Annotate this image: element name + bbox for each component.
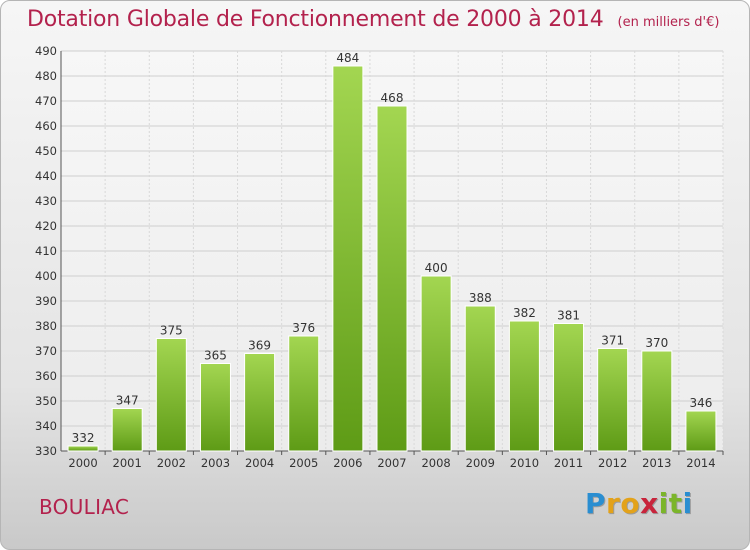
x-tick-label-2012: 2012 <box>598 456 627 470</box>
data-label-2003: 365 <box>204 349 227 363</box>
bar-2010 <box>508 320 540 452</box>
data-label-2004: 369 <box>248 339 271 353</box>
x-tick-label-2014: 2014 <box>686 456 715 470</box>
data-label-2008: 400 <box>425 261 448 275</box>
bar-2004 <box>244 353 276 452</box>
data-label-2012: 371 <box>601 334 624 348</box>
bars <box>67 65 717 452</box>
y-tick-label-440: 440 <box>35 169 57 183</box>
x-tick-label-2007: 2007 <box>377 456 406 470</box>
unit-label: (en milliers d'€) <box>617 15 720 30</box>
x-tick-label-2001: 2001 <box>113 456 142 470</box>
bar-2002 <box>155 338 187 452</box>
data-label-2002: 375 <box>160 324 183 338</box>
data-label-2010: 382 <box>513 306 536 320</box>
x-tick-label-2004: 2004 <box>245 456 274 470</box>
y-tick-label-410: 410 <box>35 244 57 258</box>
x-tick-label-2006: 2006 <box>333 456 362 470</box>
x-tick-label-2013: 2013 <box>642 456 671 470</box>
bar-2005 <box>288 335 320 452</box>
data-label-2007: 468 <box>381 91 404 105</box>
bar-2009 <box>464 305 496 452</box>
bar-2007 <box>376 105 408 452</box>
y-tick-label-390: 390 <box>35 294 57 308</box>
data-label-2009: 388 <box>469 291 492 305</box>
x-tick-label-2000: 2000 <box>68 456 97 470</box>
city-name: BOULIAC <box>39 495 130 519</box>
title-text: Dotation Globale de Fonctionnement de 20… <box>27 7 604 32</box>
bar-2013 <box>641 350 673 452</box>
data-label-2011: 381 <box>557 309 580 323</box>
data-label-2013: 370 <box>645 336 668 350</box>
data-labels: 332 347 375 365 369 376 484 468 400 388 382 381 371 3… <box>72 51 713 445</box>
y-tick-label-340: 340 <box>35 419 57 433</box>
x-tick-label-2002: 2002 <box>157 456 186 470</box>
y-tick-label-460: 460 <box>35 119 57 133</box>
y-tick-label-490: 490 <box>35 44 57 58</box>
x-tick-label-2011: 2011 <box>554 456 583 470</box>
y-tick-label-350: 350 <box>35 394 57 408</box>
y-tick-label-380: 380 <box>35 319 57 333</box>
y-tick-label-470: 470 <box>35 94 57 108</box>
y-tick-label-360: 360 <box>35 369 57 383</box>
bar-2003 <box>199 363 231 452</box>
x-tick-label-2003: 2003 <box>201 456 230 470</box>
data-label-2006: 484 <box>336 51 359 65</box>
y-tick-label-420: 420 <box>35 219 57 233</box>
y-tick-label-450: 450 <box>35 144 57 158</box>
data-label-2001: 347 <box>116 394 139 408</box>
y-tick-label-480: 480 <box>35 69 57 83</box>
bar-2014 <box>685 410 717 452</box>
data-label-2005: 376 <box>292 321 315 335</box>
x-tick-label-2005: 2005 <box>289 456 318 470</box>
bar-2011 <box>553 323 585 452</box>
bar-2000 <box>67 445 99 452</box>
bar-2006 <box>332 65 364 452</box>
y-tick-label-370: 370 <box>35 344 57 358</box>
bar-2001 <box>111 408 143 452</box>
x-tick-label-2009: 2009 <box>466 456 495 470</box>
y-tick-label-400: 400 <box>35 269 57 283</box>
data-label-2014: 346 <box>689 396 712 410</box>
axes: 330 340 350 360 370 380 390 400 410 420 430 440 450 4… <box>35 44 724 470</box>
y-tick-label-330: 330 <box>35 444 57 458</box>
x-tick-label-2010: 2010 <box>510 456 539 470</box>
bar-2008 <box>420 275 452 452</box>
bar-2012 <box>597 348 629 452</box>
chart-title: Dotation Globale de Fonctionnement de 20… <box>27 7 719 32</box>
x-tick-label-2008: 2008 <box>421 456 450 470</box>
proxiti-logo[interactable]: Proxiti <box>585 487 693 520</box>
data-label-2000: 332 <box>72 431 95 445</box>
y-tick-label-430: 430 <box>35 194 57 208</box>
